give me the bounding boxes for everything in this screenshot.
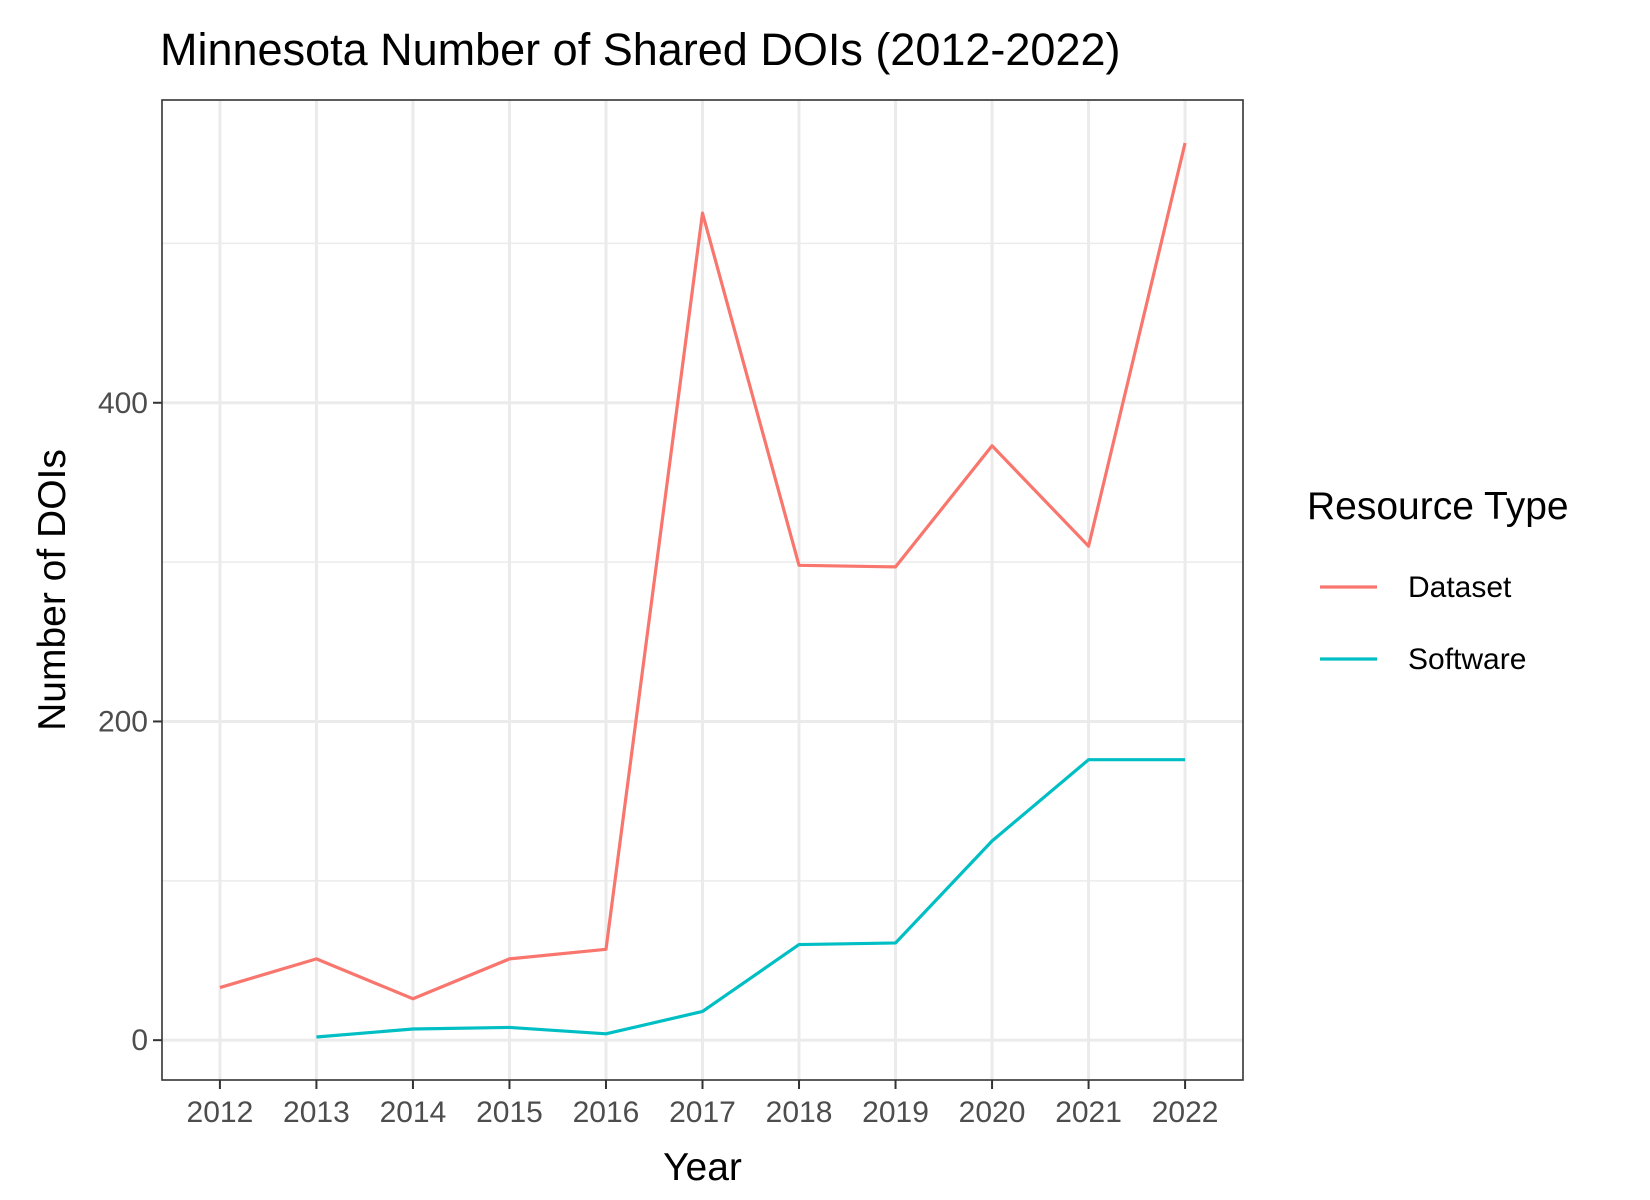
legend: Resource Type Dataset Software — [1307, 485, 1569, 676]
x-tick-label: 2017 — [669, 1096, 736, 1129]
y-tick-label: 400 — [98, 387, 148, 420]
x-tick-label: 2018 — [766, 1096, 833, 1129]
x-axis-title: Year — [663, 1146, 742, 1189]
x-tick-label: 2013 — [283, 1096, 350, 1129]
x-tick-label: 2022 — [1152, 1096, 1219, 1129]
plot-area: 2012 2013 2014 2015 2016 2017 2018 2019 2020 2021… — [98, 99, 1244, 1129]
x-tick-label: 2016 — [573, 1096, 640, 1129]
x-tick-label: 2014 — [380, 1096, 447, 1129]
legend-item-dataset: Dataset — [1320, 571, 1512, 604]
y-tick-label: 200 — [98, 705, 148, 738]
y-axis: 0 200 400 — [98, 387, 162, 1057]
x-tick-label: 2020 — [959, 1096, 1026, 1129]
x-tick-label: 2012 — [187, 1096, 254, 1129]
legend-title: Resource Type — [1307, 485, 1569, 528]
x-axis: 2012 2013 2014 2015 2016 2017 2018 2019 2020 2021… — [187, 1080, 1219, 1129]
series-lines — [219, 142, 1187, 1039]
series-line-software — [316, 758, 1186, 1039]
legend-label: Dataset — [1408, 571, 1512, 604]
series-line-dataset — [219, 142, 1187, 1001]
chart-title: Minnesota Number of Shared DOIs (2012-20… — [160, 24, 1121, 75]
x-tick-label: 2021 — [1055, 1096, 1122, 1129]
y-axis-title: Number of DOIs — [31, 449, 74, 731]
legend-items: Dataset Software — [1320, 571, 1526, 676]
x-tick-label: 2019 — [862, 1096, 929, 1129]
legend-label: Software — [1408, 643, 1526, 676]
x-tick-label: 2015 — [476, 1096, 543, 1129]
y-tick-label: 0 — [131, 1024, 148, 1057]
legend-item-software: Software — [1320, 643, 1526, 676]
major-gridlines — [162, 100, 1243, 1080]
